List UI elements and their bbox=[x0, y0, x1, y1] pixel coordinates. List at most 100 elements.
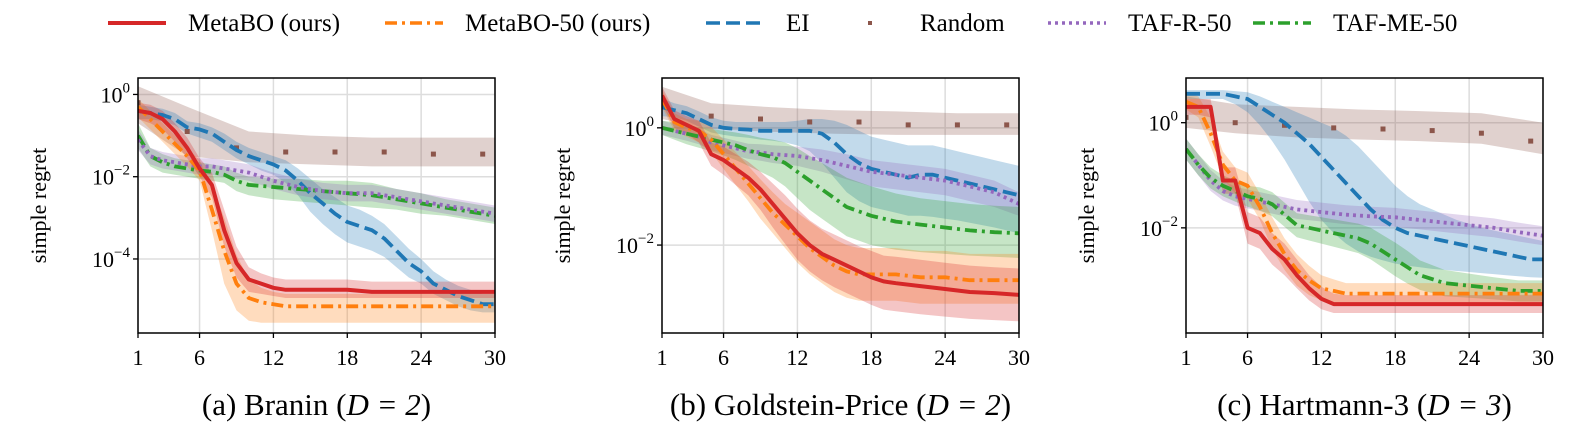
y-axis-label: simple regret bbox=[1074, 148, 1099, 263]
plot-area bbox=[138, 86, 495, 323]
x-tick-label: 24 bbox=[1458, 345, 1480, 370]
y-tick-label: 100 bbox=[101, 80, 131, 107]
data-point bbox=[856, 119, 862, 125]
panel-caption: (c) Hartmann-3 (D = 3) bbox=[1217, 387, 1512, 422]
data-point bbox=[758, 116, 763, 122]
x-tick-label: 1 bbox=[133, 345, 144, 370]
chart-panel-3: 1 6 12 18 24 30 100 10−2 simple regret (c) Hartma… bbox=[1074, 77, 1554, 422]
confidence-band bbox=[138, 86, 495, 167]
x-tick-label: 18 bbox=[1384, 345, 1406, 370]
data-point bbox=[1478, 130, 1484, 136]
y-axis-label: simple regret bbox=[26, 148, 51, 263]
data-point bbox=[332, 149, 338, 155]
plot-area bbox=[662, 86, 1019, 322]
y-tick-label: 10−2 bbox=[92, 163, 130, 190]
data-point bbox=[184, 129, 190, 134]
series-line bbox=[1186, 147, 1543, 238]
confidence-band bbox=[1186, 90, 1543, 278]
x-tick-label: 12 bbox=[786, 345, 808, 370]
data-point bbox=[1528, 138, 1534, 144]
data-point bbox=[1186, 114, 1189, 120]
legend-label: EI bbox=[786, 10, 810, 37]
data-point bbox=[381, 149, 387, 155]
confidence-band bbox=[1186, 138, 1543, 246]
legend-label: Random bbox=[920, 10, 1005, 37]
chart-panels: 1 6 12 18 24 30 100 10−2 10−4 simple regret (a) Br… bbox=[26, 77, 1554, 422]
data-point bbox=[954, 122, 960, 128]
series-line bbox=[138, 109, 495, 307]
plot-frame bbox=[1185, 77, 1544, 334]
x-tick-label: 6 bbox=[194, 345, 205, 370]
y-tick-label: 100 bbox=[1149, 109, 1179, 136]
x-tick-label: 1 bbox=[657, 345, 668, 370]
x-tick-label: 6 bbox=[718, 345, 729, 370]
data-point bbox=[905, 122, 911, 128]
x-tick-label: 30 bbox=[1532, 345, 1554, 370]
x-tick-label: 18 bbox=[860, 345, 882, 370]
confidence-band bbox=[138, 98, 495, 323]
data-point bbox=[430, 151, 436, 157]
series-line bbox=[138, 138, 495, 216]
plot-frame bbox=[137, 77, 496, 334]
legend-item: TAF-R-50 bbox=[1048, 10, 1232, 37]
confidence-band bbox=[1186, 99, 1543, 313]
confidence-band bbox=[662, 120, 1019, 258]
x-tick-label: 24 bbox=[934, 345, 956, 370]
x-tick-label: 18 bbox=[336, 345, 358, 370]
series-line bbox=[662, 125, 1019, 236]
x-tick-label: 30 bbox=[484, 345, 506, 370]
x-tick-label: 1 bbox=[1181, 345, 1192, 370]
x-tick-label: 30 bbox=[1008, 345, 1030, 370]
legend-item: MetaBO (ours) bbox=[108, 10, 340, 37]
legend-label: TAF-ME-50 bbox=[1333, 10, 1457, 37]
confidence-band bbox=[662, 86, 1019, 322]
legend-label: MetaBO-50 (ours) bbox=[465, 10, 650, 37]
confidence-band bbox=[1186, 96, 1543, 155]
confidence-band bbox=[662, 120, 1019, 216]
data-point bbox=[1004, 122, 1010, 128]
confidence-band bbox=[138, 102, 495, 298]
x-tick-label: 24 bbox=[410, 345, 432, 370]
confidence-band bbox=[1186, 138, 1543, 302]
legend-item: MetaBO-50 (ours) bbox=[385, 10, 650, 37]
series-line bbox=[662, 105, 1019, 198]
series-line bbox=[138, 105, 495, 309]
series-line bbox=[662, 97, 1019, 283]
legend-label: MetaBO (ours) bbox=[188, 10, 340, 37]
confidence-band bbox=[662, 86, 1019, 135]
data-point bbox=[1380, 126, 1386, 132]
data-point bbox=[807, 119, 813, 125]
y-axis-label: simple regret bbox=[550, 148, 575, 263]
data-point bbox=[1232, 120, 1238, 126]
y-tick-label: 10−2 bbox=[1140, 214, 1178, 241]
legend-swatch bbox=[868, 21, 872, 25]
x-tick-label: 12 bbox=[262, 345, 284, 370]
series-line bbox=[1186, 147, 1543, 293]
data-point bbox=[1429, 128, 1435, 134]
plot-frame bbox=[661, 77, 1020, 334]
data-point bbox=[708, 113, 714, 119]
series-line bbox=[1186, 104, 1543, 307]
legend-item: EI bbox=[706, 10, 810, 37]
plot-area bbox=[1186, 90, 1543, 313]
series-line bbox=[662, 125, 1019, 206]
series-line bbox=[662, 94, 1019, 297]
legend: MetaBO (ours) MetaBO-50 (ours) EI Random TAF… bbox=[108, 10, 1457, 37]
legend-item: TAF-ME-50 bbox=[1253, 10, 1457, 37]
y-tick-label: 100 bbox=[625, 114, 655, 141]
series-line bbox=[138, 108, 495, 294]
data-point bbox=[480, 151, 486, 157]
y-tick-label: 10−2 bbox=[616, 231, 654, 258]
y-tick-label: 10−4 bbox=[92, 245, 130, 272]
chart-panel-2: 1 6 12 18 24 30 100 10−2 simple regret (b) Goldst… bbox=[550, 77, 1030, 422]
data-point bbox=[283, 149, 289, 155]
series-line bbox=[138, 134, 495, 218]
x-tick-label: 6 bbox=[1242, 345, 1253, 370]
data-point bbox=[138, 100, 141, 106]
chart-panel-1: 1 6 12 18 24 30 100 10−2 10−4 simple regret (a) Br… bbox=[26, 77, 506, 422]
panel-caption: (a) Branin (D = 2) bbox=[202, 387, 431, 422]
data-point bbox=[1331, 125, 1337, 131]
data-point bbox=[1282, 122, 1287, 128]
x-tick-label: 12 bbox=[1310, 345, 1332, 370]
